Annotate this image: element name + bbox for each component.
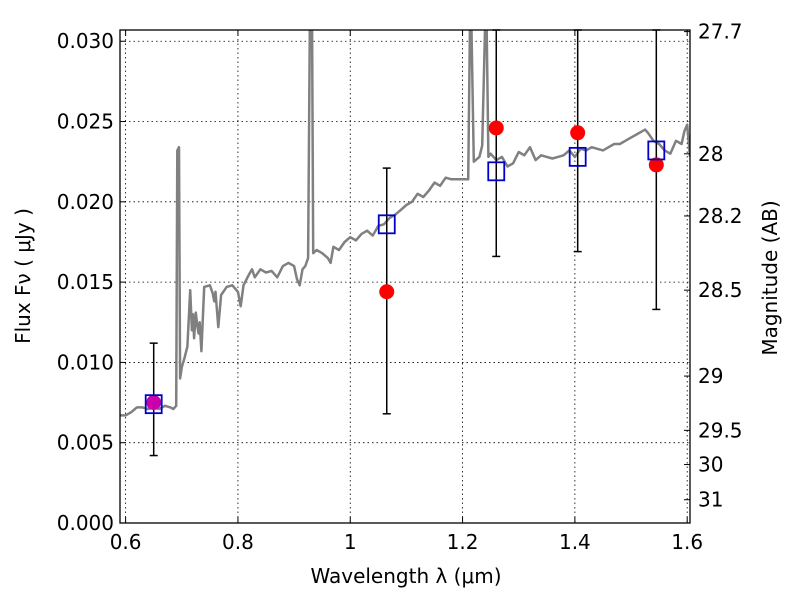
y-tick-label: 0.010 bbox=[57, 350, 114, 374]
model-point bbox=[568, 146, 587, 167]
y-tick-label: 0.025 bbox=[57, 110, 114, 134]
x-tick-label: 1.4 bbox=[559, 530, 591, 554]
y-tick-label: 0.000 bbox=[57, 511, 114, 535]
right-tick-label: 28.5 bbox=[698, 278, 743, 302]
y-tick-label: 0.020 bbox=[57, 190, 114, 214]
model-point bbox=[377, 214, 396, 235]
observed-point bbox=[488, 120, 504, 136]
right-axis-label: Magnitude (AB) bbox=[758, 200, 782, 355]
model-photometry-layer bbox=[144, 140, 666, 415]
observed-point bbox=[379, 284, 395, 300]
plot-frame bbox=[119, 29, 691, 524]
observed-point bbox=[648, 157, 664, 173]
right-tick-label: 29.5 bbox=[698, 418, 743, 442]
observed-point bbox=[570, 125, 586, 141]
x-tick-label: 0.8 bbox=[222, 530, 254, 554]
grid-lines bbox=[120, 30, 690, 524]
model-spectrum-line bbox=[120, 30, 690, 417]
x-tick-label: 1.2 bbox=[447, 530, 479, 554]
y-tick-label: 0.030 bbox=[57, 29, 114, 53]
y-tick-label: 0.015 bbox=[57, 270, 114, 294]
x-tick-label: 1 bbox=[344, 530, 357, 554]
x-axis-label: Wavelength λ (μm) bbox=[310, 564, 501, 588]
y-axis-label: Flux Fν ( μJy ) bbox=[11, 208, 35, 344]
observed-point bbox=[146, 395, 162, 411]
right-tick-label: 29 bbox=[698, 364, 723, 388]
observed-photometry-layer bbox=[146, 120, 664, 411]
x-tick-label: 0.6 bbox=[110, 530, 142, 554]
right-tick-label: 27.7 bbox=[698, 20, 743, 44]
right-tick-label: 30 bbox=[698, 453, 723, 477]
spectrum-layer bbox=[120, 30, 690, 417]
right-tick-label: 28 bbox=[698, 142, 723, 166]
axis-ticks: 0.6 0.8 1 1.2 1.4 1.6 0.000 0.005 0.010 0.015 0.02… bbox=[57, 20, 743, 554]
right-tick-label: 31 bbox=[698, 488, 723, 512]
right-tick-label: 28.2 bbox=[698, 204, 743, 228]
y-tick-label: 0.005 bbox=[57, 431, 114, 455]
model-point bbox=[487, 161, 506, 182]
model-point bbox=[647, 140, 666, 161]
x-tick-label: 1.6 bbox=[671, 530, 703, 554]
errorbar-layer bbox=[149, 29, 661, 457]
model-point bbox=[144, 394, 163, 415]
